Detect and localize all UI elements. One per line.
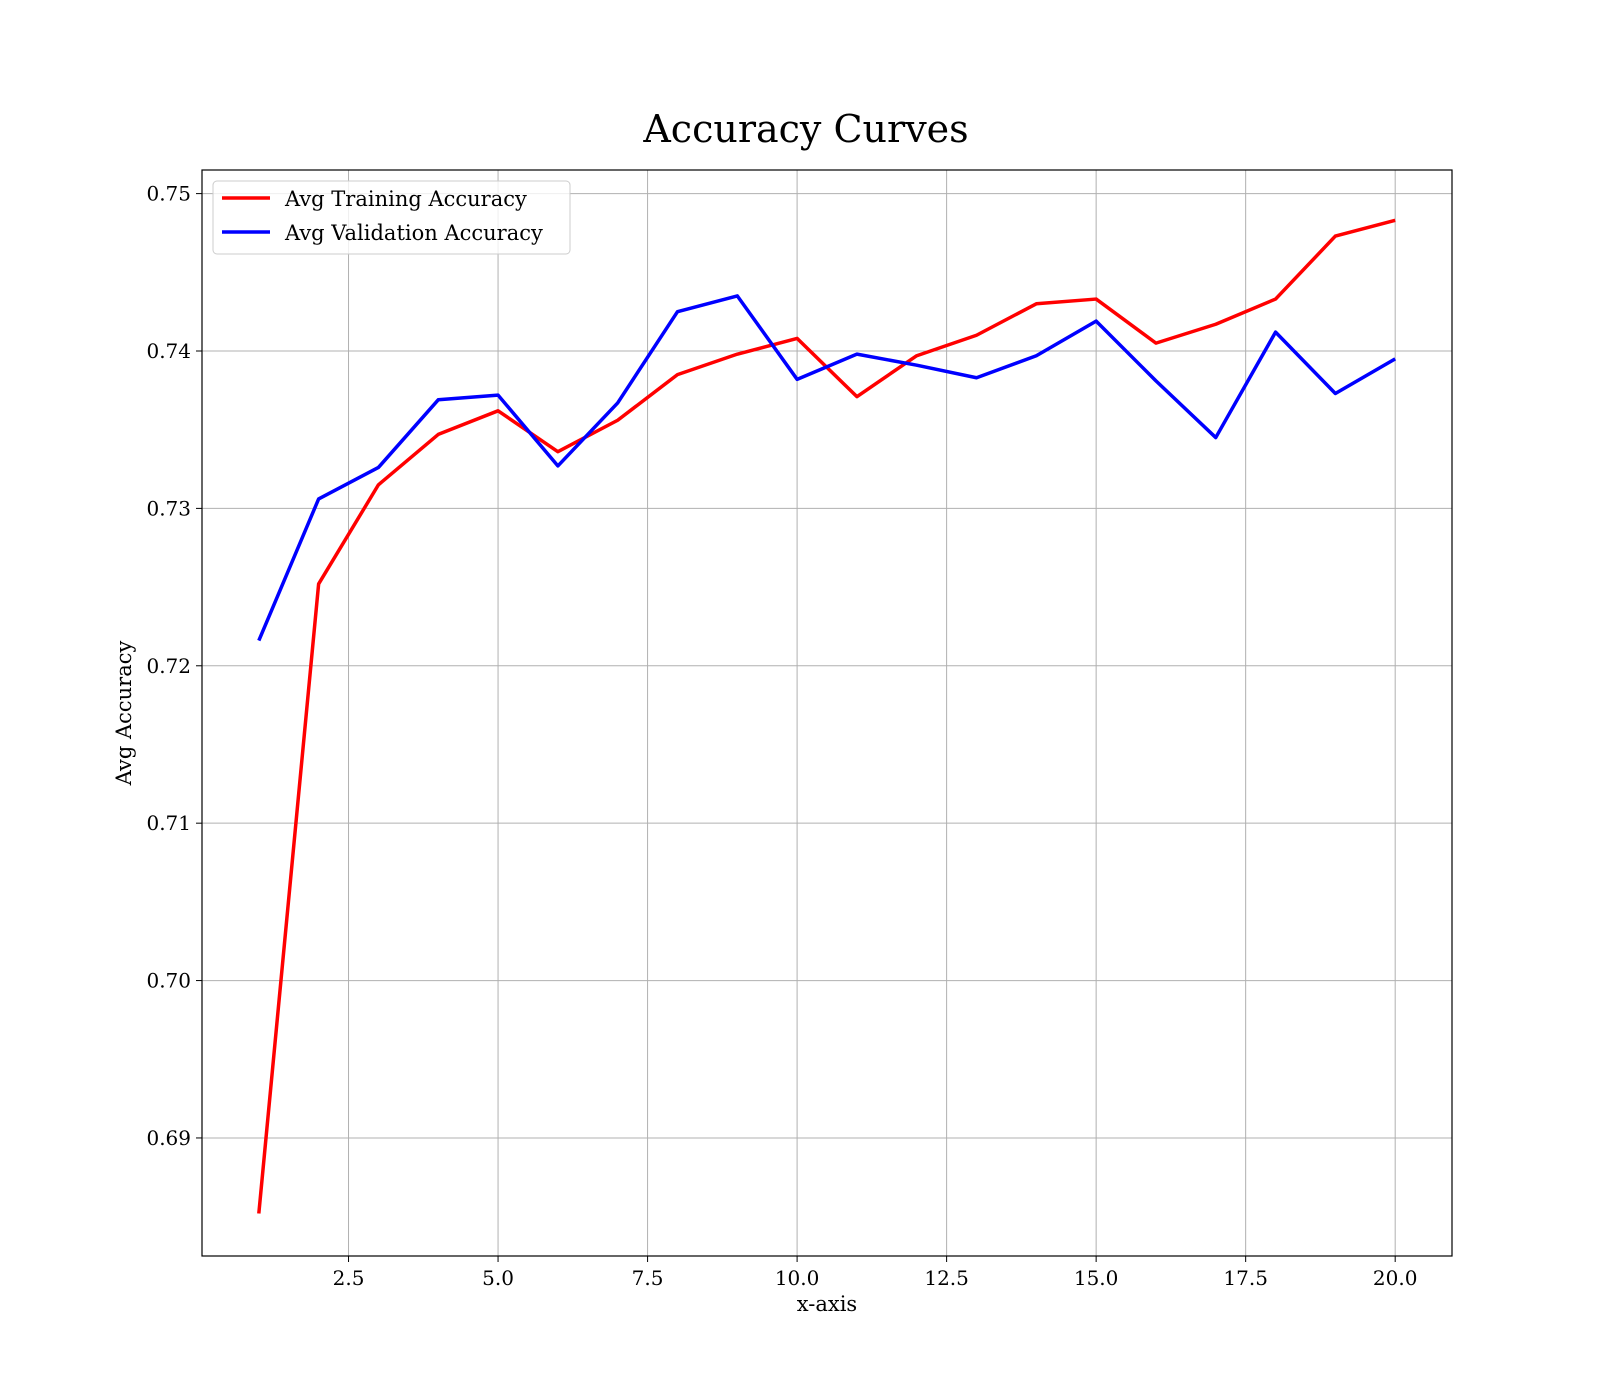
y-tick-label: 0.71 (146, 811, 191, 835)
x-tick-label: 12.5 (924, 1266, 969, 1290)
x-tick-label: 5.0 (482, 1266, 514, 1290)
y-tick-label: 0.73 (146, 496, 191, 520)
validation-accuracy-line (257, 294, 1397, 642)
legend: Avg Training Accuracy Avg Validation Acc… (212, 180, 571, 255)
x-axis-label: x-axis (797, 1292, 857, 1316)
x-tick-label: 7.5 (632, 1266, 664, 1290)
grid-lines (202, 170, 1452, 1256)
x-tick-label: 17.5 (1223, 1266, 1268, 1290)
x-tick-label: 20.0 (1373, 1266, 1418, 1290)
axis-ticks: 2.5 5.0 7.5 10.0 12.5 15.0 17.5 20.0 0.69 0.70 0.7… (146, 182, 1417, 1290)
x-tick-label: 15.0 (1074, 1266, 1119, 1290)
y-tick-label: 0.69 (146, 1126, 191, 1150)
plot-area-frame (201, 169, 1453, 1257)
y-tick-label: 0.74 (146, 339, 191, 363)
y-tick-label: 0.75 (146, 182, 191, 206)
y-tick-label: 0.72 (146, 654, 191, 678)
chart-title: Accuracy Curves (642, 107, 968, 151)
data-series (257, 218, 1397, 1214)
y-tick-label: 0.70 (146, 969, 191, 993)
legend-box (212, 180, 571, 255)
x-tick-label: 2.5 (333, 1266, 365, 1290)
x-tick-label: 10.0 (775, 1266, 820, 1290)
training-accuracy-line (257, 218, 1396, 1214)
y-axis-label: Avg Accuracy (112, 641, 136, 787)
legend-label-training: Avg Training Accuracy (284, 187, 527, 211)
legend-label-validation: Avg Validation Accuracy (284, 221, 543, 245)
